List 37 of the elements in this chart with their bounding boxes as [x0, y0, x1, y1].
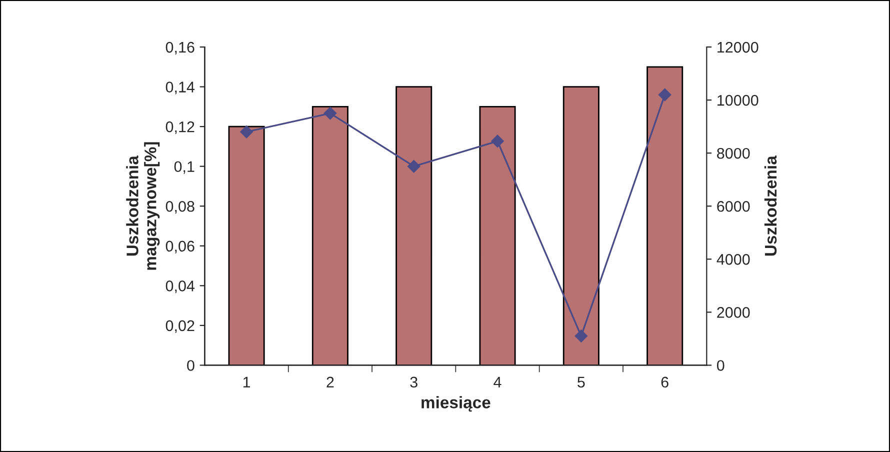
bar [228, 126, 265, 366]
bar [479, 106, 516, 366]
point [324, 106, 337, 120]
point [574, 330, 588, 342]
x-tick-label: 5 [578, 376, 585, 388]
point [407, 160, 420, 173]
x-axis-title: miesiące [422, 396, 490, 412]
y-tick-label: 0,16 [166, 42, 194, 54]
y2-tick-label: 12000 [718, 42, 758, 53]
y-tick-label: 0,04 [166, 280, 195, 294]
y-tick-label: 0,02 [166, 320, 194, 333]
x-tick-label: 6 [661, 376, 668, 388]
y2-tick-label: 10000 [718, 94, 758, 106]
bar [562, 86, 600, 366]
y-tick-label: 0,06 [166, 240, 194, 254]
x-tick-label: 2 [326, 376, 334, 388]
point [240, 125, 253, 138]
x-tick-label: 3 [410, 376, 418, 388]
x-tick-label: 4 [494, 376, 502, 388]
point [491, 134, 504, 148]
x-tick-label: 1 [243, 376, 250, 388]
y2-tick-label: 2000 [717, 307, 750, 318]
y-tick-label: 0,1 [174, 161, 194, 174]
y2-tick-label: 4000 [716, 254, 750, 265]
y-tick-label: 0,14 [166, 82, 195, 94]
y-tick-label: 0,12 [166, 121, 194, 134]
bar [312, 106, 348, 366]
bar [396, 86, 432, 366]
bar [646, 66, 684, 366]
y-tick-label: 0 [187, 360, 194, 371]
y2-tick-label: 6000 [717, 200, 750, 212]
point [658, 88, 672, 102]
y-axis-title: Uszkodzenia magazynowe[%] [126, 142, 160, 270]
y2-tick-label: 0 [716, 360, 724, 371]
y-tick-label: 0,08 [166, 200, 194, 214]
y2-axis-title: Uszkodzenia [764, 156, 777, 256]
y2-tick-label: 8000 [717, 148, 750, 159]
